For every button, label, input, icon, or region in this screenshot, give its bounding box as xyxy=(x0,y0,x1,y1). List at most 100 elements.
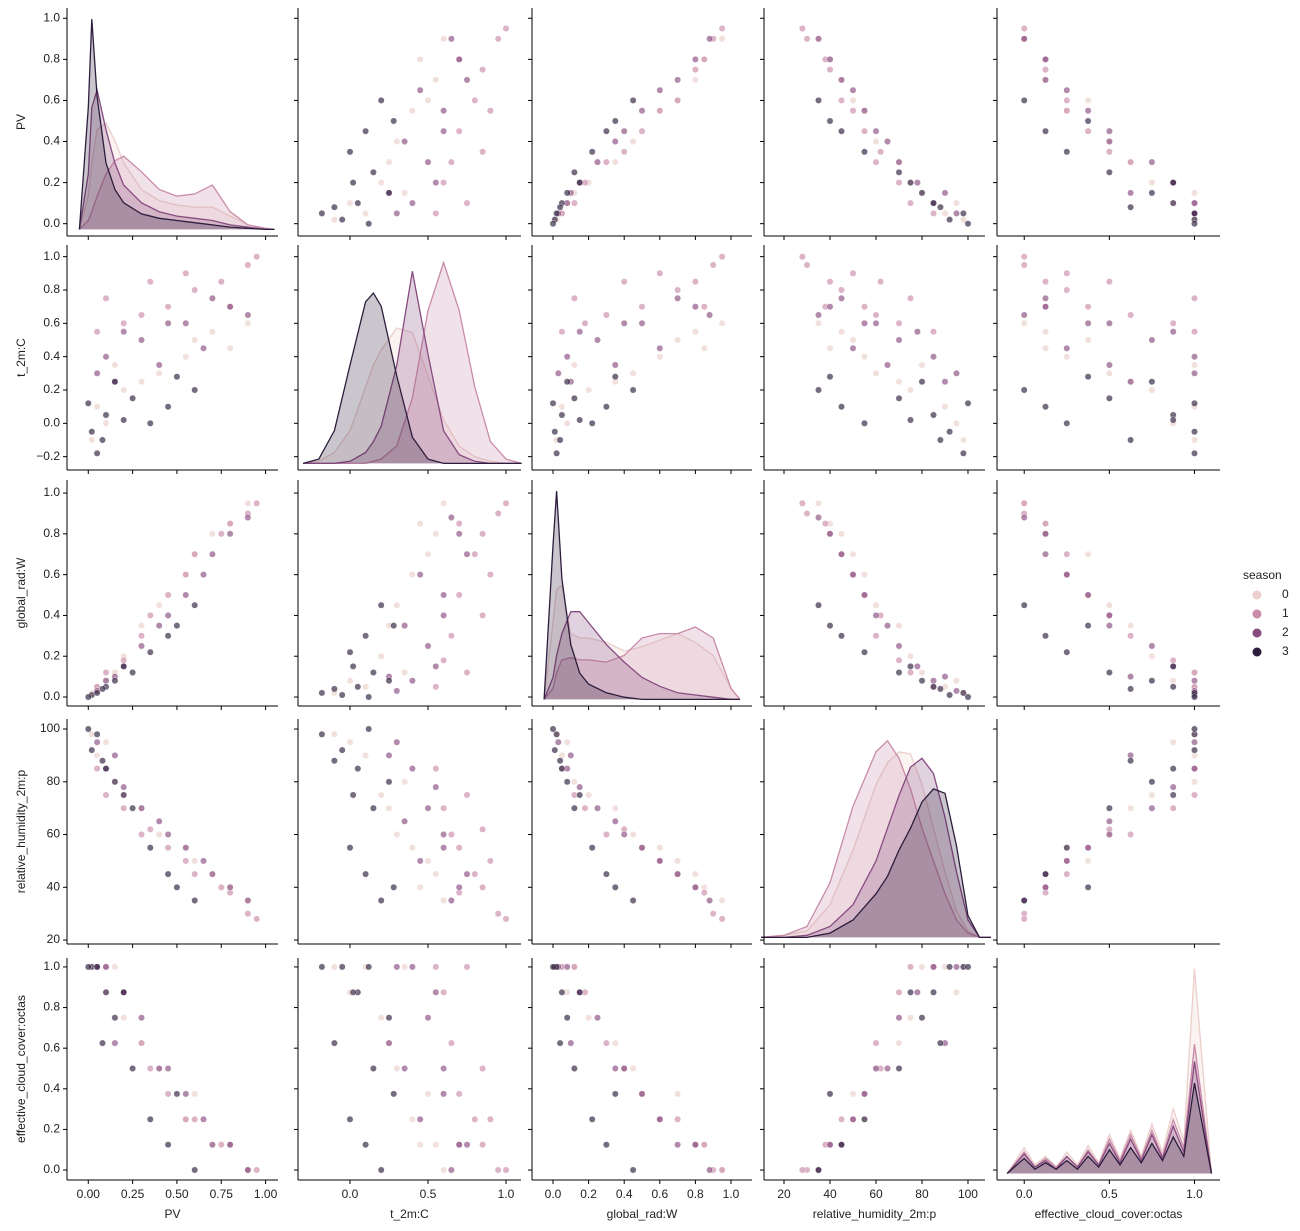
scatter-point xyxy=(1106,127,1113,135)
scatter-point xyxy=(354,765,362,772)
scatter-point xyxy=(1042,294,1049,302)
scatter-point xyxy=(861,353,868,361)
scatter-point xyxy=(571,361,578,369)
scatter-point xyxy=(424,1090,432,1098)
scatter-point xyxy=(884,361,891,369)
x-axis-label: t_2m:C xyxy=(390,1207,429,1221)
scatter-point xyxy=(946,428,953,436)
scatter-point xyxy=(838,328,845,336)
scatter-point xyxy=(432,683,440,691)
scatter-point xyxy=(1042,550,1049,558)
x-tick-label: 0.5 xyxy=(1101,1187,1118,1201)
scatter-point xyxy=(1042,632,1049,640)
scatter-point xyxy=(393,209,401,217)
scatter-point xyxy=(182,1090,190,1098)
scatter-point xyxy=(815,319,822,327)
kde-area xyxy=(1007,968,1212,1174)
scatter-point xyxy=(129,669,137,676)
scatter-point xyxy=(1020,601,1028,609)
scatter-point xyxy=(393,138,401,145)
scatter-point xyxy=(1148,386,1156,394)
scatter-point xyxy=(120,319,128,327)
scatter-point xyxy=(1042,530,1049,538)
scatter-point xyxy=(674,870,681,878)
scatter-point xyxy=(571,804,578,812)
scatter-point xyxy=(479,1065,486,1072)
scatter-point xyxy=(377,652,385,660)
scatter-point xyxy=(93,369,101,377)
scatter-point xyxy=(603,1141,610,1149)
scatter-point xyxy=(120,783,128,791)
scatter-point xyxy=(330,1039,338,1047)
scatter-point xyxy=(918,963,926,971)
scatter-point xyxy=(424,550,432,558)
scatter-point xyxy=(385,158,393,166)
scatter-point xyxy=(620,831,628,838)
scatter-point xyxy=(594,1014,601,1022)
scatter-point xyxy=(576,179,584,187)
scatter-point xyxy=(390,1090,398,1098)
scatter-point xyxy=(930,677,937,685)
scatter-point xyxy=(200,344,207,352)
scatter-point xyxy=(385,778,393,786)
scatter-point xyxy=(191,897,199,904)
scatter-point xyxy=(1042,76,1049,84)
scatter-point xyxy=(674,76,681,84)
y-axis-label: t_2m:C xyxy=(14,338,28,377)
scatter-point xyxy=(1127,378,1135,386)
scatter-point xyxy=(620,148,628,156)
scatter-point xyxy=(102,669,110,676)
scatter-point xyxy=(1106,804,1113,812)
legend-marker xyxy=(1252,590,1262,600)
scatter-point xyxy=(872,601,880,609)
kde-line xyxy=(1006,1061,1213,1174)
scatter-point xyxy=(815,601,822,609)
scatter-point xyxy=(581,804,589,812)
scatter-point xyxy=(815,311,822,319)
scatter-point xyxy=(930,963,937,971)
scatter-point xyxy=(1084,550,1092,558)
y-tick-label: 0.0 xyxy=(43,416,60,430)
scatter-point xyxy=(838,1115,845,1123)
scatter-point xyxy=(362,683,369,691)
scatter-point xyxy=(1191,765,1198,772)
scatter-point xyxy=(1020,261,1028,269)
scatter-point xyxy=(1084,97,1092,104)
scatter-point xyxy=(1020,897,1028,904)
scatter-point xyxy=(620,319,628,327)
scatter-point xyxy=(1191,361,1198,369)
scatter-point xyxy=(408,1115,416,1123)
panel: 20 40 60 80 100 xyxy=(40,719,278,948)
scatter-point xyxy=(346,738,354,746)
scatter-point xyxy=(918,378,926,386)
scatter-point xyxy=(815,514,822,521)
scatter-point xyxy=(907,199,914,207)
scatter-point xyxy=(1127,311,1135,319)
scatter-point xyxy=(563,963,571,971)
scatter-point xyxy=(416,1115,424,1123)
scatter-point xyxy=(838,294,845,302)
y-tick-label: 1.0 xyxy=(43,10,60,24)
legend-label: 3 xyxy=(1282,644,1289,658)
scatter-point xyxy=(941,209,949,217)
scatter-point xyxy=(120,663,128,670)
scatter-point xyxy=(440,1065,447,1072)
scatter-point xyxy=(918,1014,926,1022)
scatter-point xyxy=(226,520,234,527)
kde-line xyxy=(761,757,991,939)
scatter-point xyxy=(953,199,960,207)
scatter-point xyxy=(432,870,440,878)
x-tick-label: 40 xyxy=(823,1187,837,1201)
scatter-point xyxy=(861,319,868,327)
y-tick-label: 0.0 xyxy=(43,216,60,230)
scatter-point xyxy=(1191,328,1198,336)
scatter-point xyxy=(914,179,921,187)
y-tick-label: −0.2 xyxy=(36,449,60,463)
kde-area xyxy=(544,491,740,700)
scatter-point xyxy=(1042,278,1049,286)
panel xyxy=(993,719,1220,948)
scatter-point xyxy=(914,663,921,670)
scatter-point xyxy=(138,1039,145,1047)
panel xyxy=(294,480,521,710)
scatter-point xyxy=(1148,677,1156,685)
